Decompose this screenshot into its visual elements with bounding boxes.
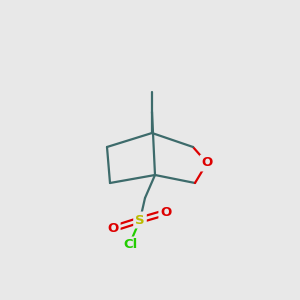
Text: S: S xyxy=(135,214,145,226)
Text: O: O xyxy=(201,157,213,169)
Text: O: O xyxy=(160,206,172,220)
Text: Cl: Cl xyxy=(123,238,137,251)
Text: O: O xyxy=(107,221,118,235)
